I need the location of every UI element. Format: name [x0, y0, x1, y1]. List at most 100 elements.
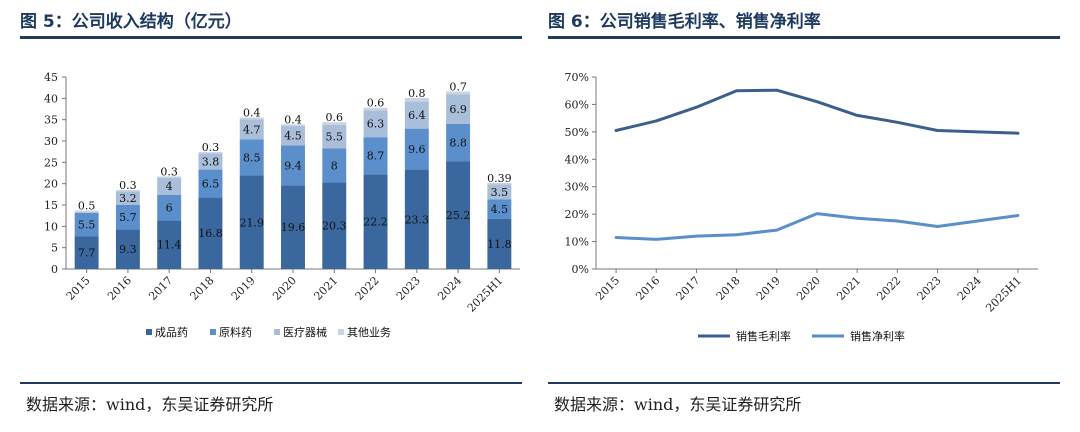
- x-tick-label: 2016: [633, 274, 662, 303]
- bar-segment: [198, 169, 223, 198]
- bar-segment: [281, 145, 305, 186]
- x-tick-label: 2021: [311, 274, 340, 303]
- bar-segment: [74, 236, 99, 269]
- data-label: 0.4: [284, 113, 302, 126]
- y-tick-label: 20: [44, 178, 58, 191]
- data-label: 3.2: [119, 192, 137, 205]
- x-tick-label: 2024: [435, 274, 464, 303]
- data-label: 0.7: [449, 81, 467, 94]
- data-label: 4: [166, 180, 173, 193]
- data-label: 5.7: [119, 211, 137, 224]
- bar-segment: [74, 212, 99, 237]
- y-tick-label: 30: [44, 135, 58, 148]
- data-source-note: 数据来源：wind，东吴证券研究所: [554, 395, 802, 414]
- data-label: 0.39: [487, 172, 512, 185]
- bar-segment: [487, 218, 512, 269]
- data-label: 9.4: [284, 159, 302, 172]
- series-line: [614, 212, 1020, 241]
- x-tick-label: 2018: [714, 274, 743, 303]
- x-tick-label: 2020: [794, 274, 823, 303]
- legend-label: 销售毛利率: [736, 329, 791, 343]
- data-label: 0.4: [243, 107, 261, 120]
- y-tick-label: 35: [44, 114, 58, 127]
- bar-segment: [239, 175, 264, 269]
- bar-segment: [198, 153, 223, 170]
- data-label: 4.5: [284, 130, 302, 143]
- y-tick-label: 10%: [565, 236, 589, 249]
- x-tick-label: 2015: [593, 274, 622, 303]
- y-tick-label: 40%: [565, 153, 589, 166]
- source-rule: [20, 382, 522, 384]
- bar-segment: [446, 91, 471, 95]
- y-tick-label: 30%: [565, 181, 589, 194]
- data-label: 5.5: [326, 131, 344, 144]
- y-tick-label: 50%: [565, 126, 589, 139]
- data-label: 20.3: [322, 220, 347, 233]
- data-label: 11.8: [487, 238, 512, 251]
- bar-segment: [115, 205, 140, 230]
- data-label: 8.7: [367, 150, 385, 163]
- bar-segment: [446, 123, 471, 162]
- data-label: 6: [166, 202, 173, 215]
- y-tick-label: 0%: [572, 263, 589, 276]
- data-label: 22.2: [363, 216, 388, 229]
- data-label: 19.6: [281, 221, 306, 234]
- legend-label: 原料药: [219, 325, 252, 339]
- y-tick-label: 0: [51, 263, 58, 276]
- data-label: 16.8: [198, 227, 223, 240]
- bar-segment: [446, 94, 471, 124]
- y-tick-label: 10: [44, 220, 58, 233]
- bar-segment: [157, 177, 182, 195]
- figure-6-title: 图 6：公司销售毛利率、销售净利率: [548, 12, 821, 32]
- bar-segment: [322, 148, 347, 183]
- data-label: 8.5: [243, 151, 261, 164]
- bar-segment: [281, 185, 305, 269]
- data-label: 3.5: [491, 186, 509, 199]
- legend-label: 销售净利率: [850, 329, 905, 343]
- figure-5-title: 图 5：公司收入结构（亿元）: [20, 12, 242, 32]
- bar-segment: [115, 229, 140, 269]
- data-label: 8.8: [449, 137, 467, 150]
- legend-label: 其他业务: [347, 326, 391, 339]
- title-rule: [20, 36, 522, 39]
- bar-segment: [281, 126, 305, 146]
- data-label: 6.5: [202, 177, 220, 190]
- data-label: 9.6: [408, 143, 426, 156]
- data-label: 0.3: [202, 141, 220, 154]
- y-tick-label: 20%: [565, 208, 589, 221]
- y-tick-label: 25: [44, 156, 58, 169]
- bar-segment: [115, 190, 140, 192]
- data-label: 6.9: [449, 103, 467, 116]
- data-label: 9.3: [119, 243, 137, 256]
- bar-segment: [487, 199, 512, 219]
- bar-segment: [363, 110, 388, 138]
- margin-line-chart: 0% 10% 20% 30% 40% 50% 60% 70% 2015 2016 2017 2018 2…: [565, 71, 1038, 343]
- bar-segment: [281, 124, 305, 127]
- bar-segment: [363, 107, 388, 111]
- y-tick-label: 15: [44, 199, 58, 212]
- legend-label: 成品药: [155, 326, 188, 339]
- x-tick-label: 2017: [146, 274, 175, 303]
- title-rule: [548, 36, 1060, 39]
- x-tick-label: 2016: [105, 274, 134, 303]
- bar-segment: [322, 124, 347, 149]
- legend-swatch: [210, 329, 216, 335]
- bar-segment: [74, 210, 99, 213]
- data-label: 6.4: [408, 109, 426, 122]
- data-label: 0.6: [326, 111, 344, 124]
- data-label: 25.2: [446, 209, 471, 222]
- data-label: 23.3: [405, 213, 430, 226]
- x-tick-label: 2021: [834, 274, 863, 303]
- legend-label: 医疗器械: [283, 325, 327, 339]
- bar-segment: [157, 176, 182, 178]
- data-source-note: 数据来源：wind，东吴证券研究所: [26, 395, 274, 414]
- x-tick-label: 2022: [874, 274, 903, 303]
- series-line: [614, 88, 1020, 135]
- bar-segment: [239, 139, 264, 176]
- bar-segment: [404, 101, 429, 129]
- data-label: 11.4: [157, 239, 182, 252]
- x-tick-label: 2020: [270, 274, 299, 303]
- x-tick-label: 2025H1: [465, 274, 506, 315]
- x-tick-label: 2018: [188, 274, 217, 303]
- legend-swatch: [146, 329, 152, 335]
